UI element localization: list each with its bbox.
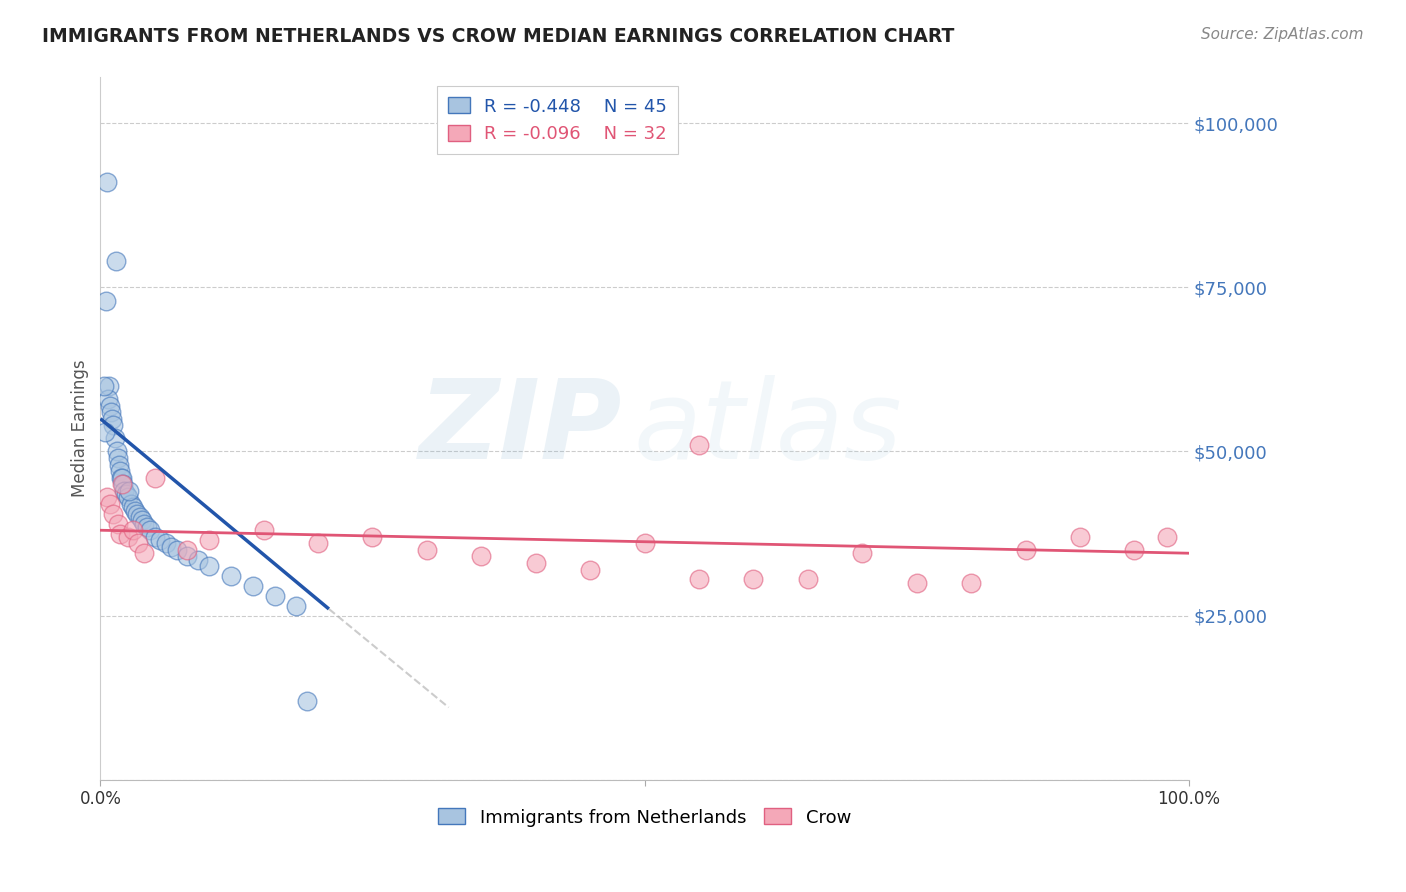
Point — [131, 513, 153, 527]
Point — [112, 483, 135, 498]
Point — [108, 458, 131, 472]
Point — [285, 599, 308, 613]
Point — [103, 431, 125, 445]
Point — [98, 497, 121, 511]
Point — [111, 477, 134, 491]
Point — [797, 573, 820, 587]
Point — [127, 536, 149, 550]
Point — [307, 536, 329, 550]
Point — [117, 491, 139, 505]
Point — [103, 507, 125, 521]
Point — [1123, 543, 1146, 558]
Point — [1069, 530, 1091, 544]
Point — [108, 464, 131, 478]
Point — [295, 694, 318, 708]
Point — [108, 526, 131, 541]
Point — [112, 477, 135, 491]
Point — [118, 483, 141, 498]
Point — [252, 523, 274, 537]
Point — [155, 536, 177, 550]
Point — [97, 392, 120, 406]
Point — [117, 530, 139, 544]
Point — [132, 546, 155, 560]
Point — [93, 379, 115, 393]
Point — [416, 543, 439, 558]
Point — [176, 543, 198, 558]
Point — [124, 503, 146, 517]
Point — [742, 573, 765, 587]
Y-axis label: Median Earnings: Median Earnings — [72, 359, 89, 498]
Point — [361, 530, 384, 544]
Point — [93, 425, 115, 439]
Point — [176, 549, 198, 564]
Point — [107, 451, 129, 466]
Text: IMMIGRANTS FROM NETHERLANDS VS CROW MEDIAN EARNINGS CORRELATION CHART: IMMIGRANTS FROM NETHERLANDS VS CROW MEDI… — [42, 27, 955, 45]
Point — [128, 510, 150, 524]
Point — [524, 556, 547, 570]
Point — [103, 418, 125, 433]
Point — [122, 500, 145, 515]
Point — [132, 516, 155, 531]
Point — [122, 523, 145, 537]
Point — [101, 411, 124, 425]
Text: ZIP: ZIP — [419, 375, 623, 482]
Point — [105, 444, 128, 458]
Point — [198, 559, 221, 574]
Point — [96, 176, 118, 190]
Text: Source: ZipAtlas.com: Source: ZipAtlas.com — [1201, 27, 1364, 42]
Point — [688, 573, 710, 587]
Point — [149, 533, 172, 547]
Point — [143, 471, 166, 485]
Point — [187, 553, 209, 567]
Point — [633, 536, 655, 550]
Legend: Immigrants from Netherlands, Crow: Immigrants from Netherlands, Crow — [430, 801, 858, 834]
Point — [1014, 543, 1036, 558]
Point — [688, 438, 710, 452]
Point — [960, 575, 983, 590]
Text: atlas: atlas — [634, 375, 903, 482]
Point — [263, 589, 285, 603]
Point — [1156, 530, 1178, 544]
Point — [166, 543, 188, 558]
Point — [905, 575, 928, 590]
Point — [851, 546, 873, 560]
Point — [198, 533, 221, 547]
Point — [143, 530, 166, 544]
Point — [139, 523, 162, 537]
Point — [94, 293, 117, 308]
Point — [100, 405, 122, 419]
Point — [107, 516, 129, 531]
Point — [579, 563, 602, 577]
Point — [98, 379, 121, 393]
Point — [104, 254, 127, 268]
Point — [111, 471, 134, 485]
Point — [136, 520, 159, 534]
Point — [127, 507, 149, 521]
Point — [120, 497, 142, 511]
Point — [470, 549, 492, 564]
Point — [115, 487, 138, 501]
Point — [96, 491, 118, 505]
Point — [219, 569, 242, 583]
Point — [98, 399, 121, 413]
Point — [160, 540, 183, 554]
Point — [110, 471, 132, 485]
Point — [242, 579, 264, 593]
